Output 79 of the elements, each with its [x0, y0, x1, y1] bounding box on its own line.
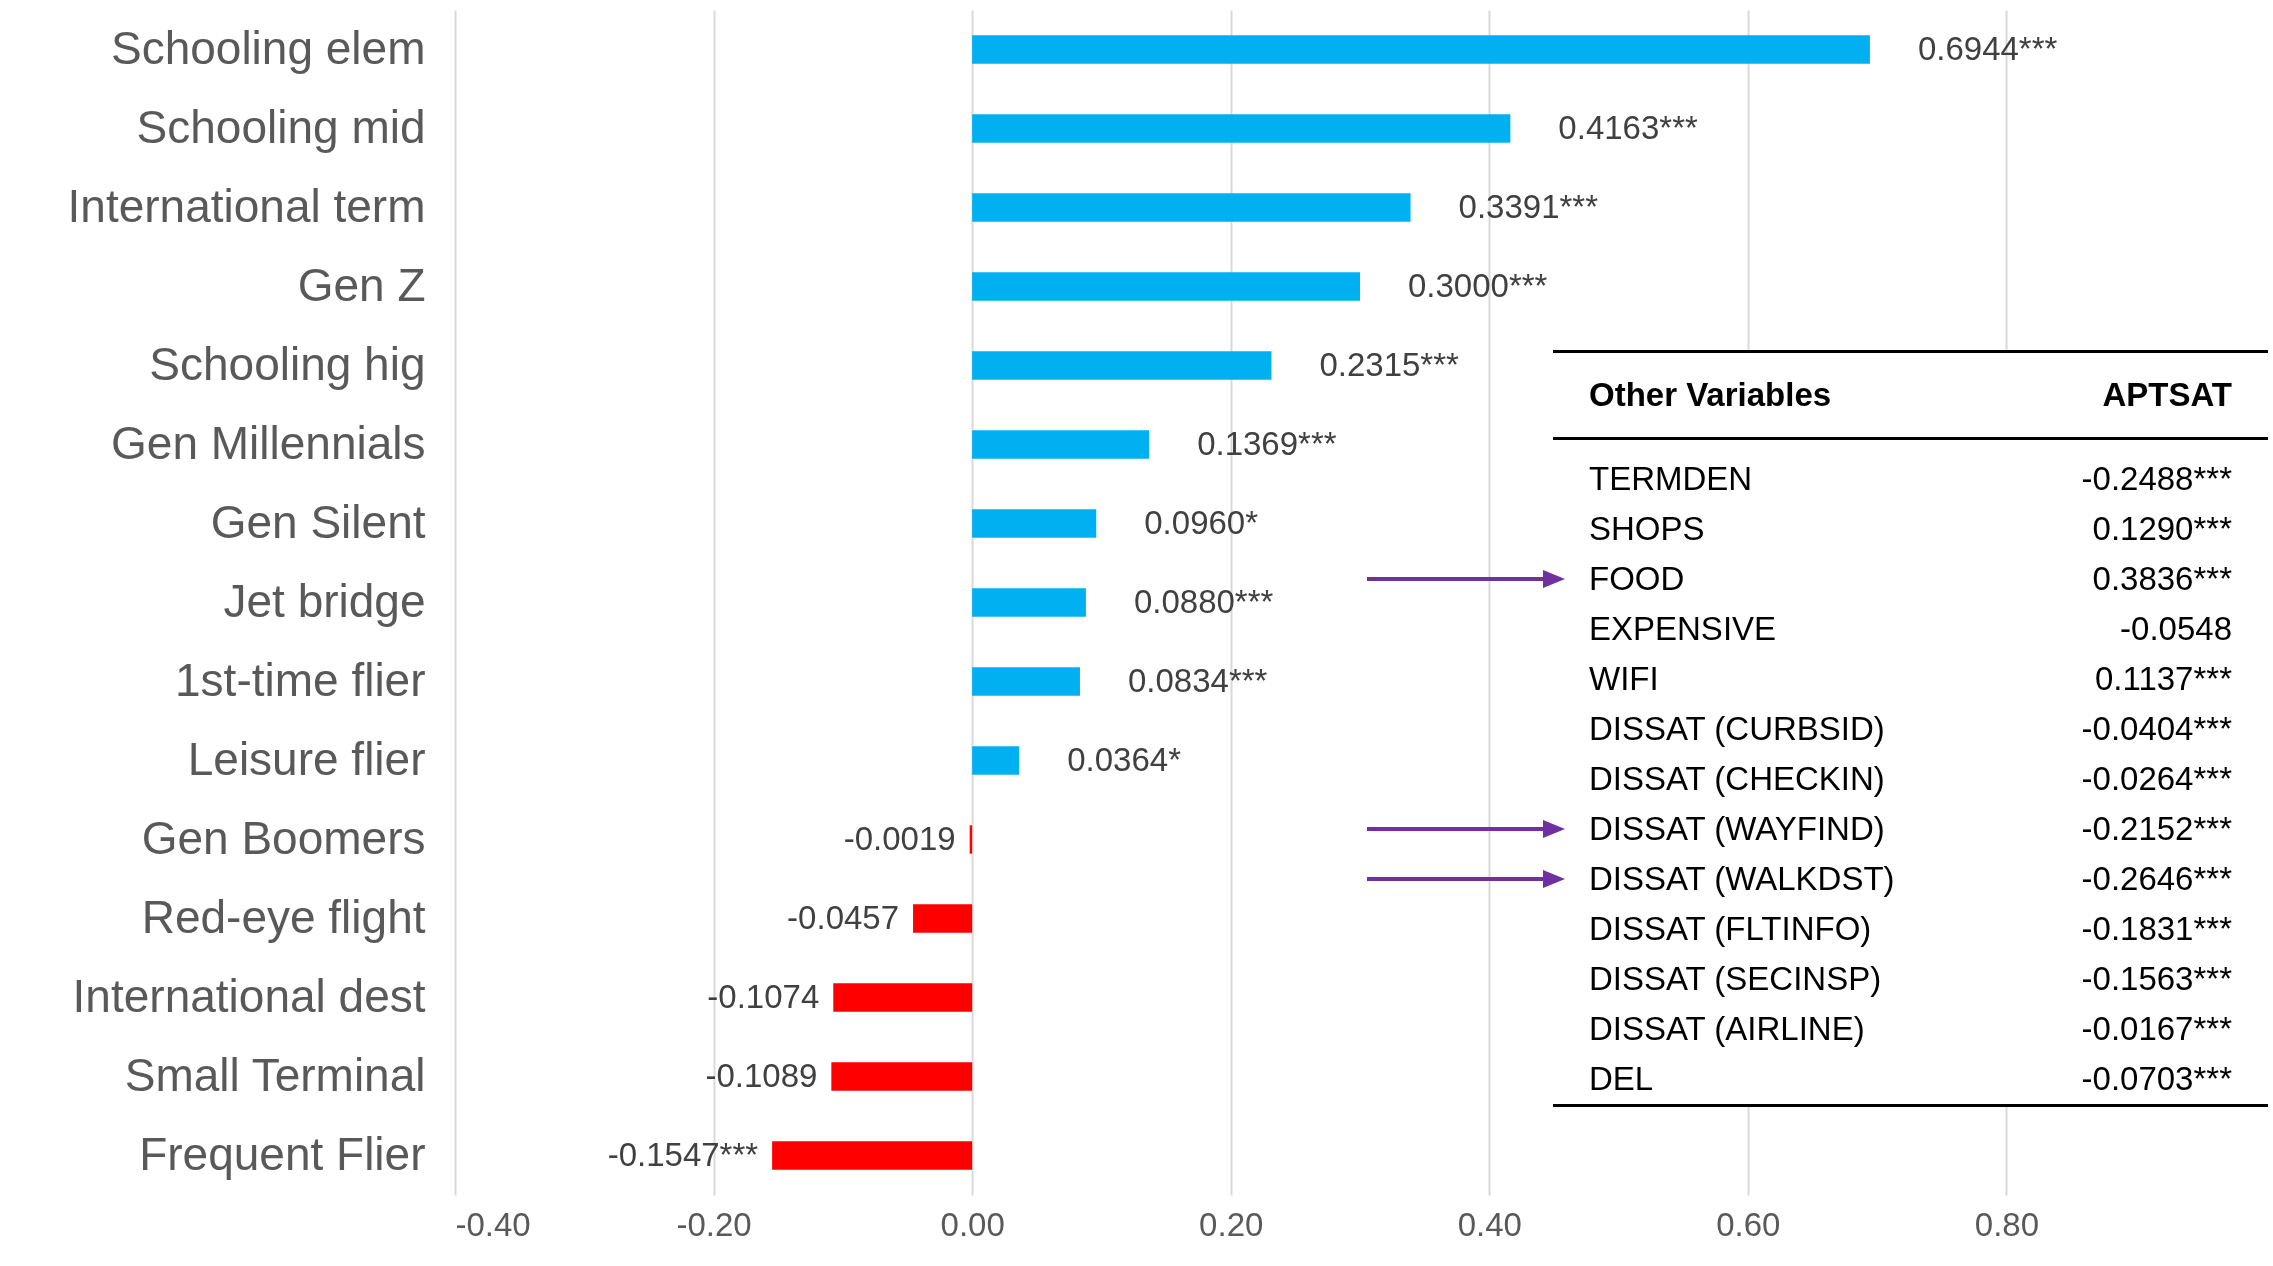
- bar: [972, 588, 1086, 617]
- data-label: -0.1547***: [607, 1135, 759, 1173]
- annotation: WIFI: [1589, 659, 1659, 699]
- annotation: TERMDEN: [1589, 459, 1753, 499]
- annotation: -0.0264***: [2081, 759, 2232, 799]
- data-label: 0.0960*: [1144, 503, 1259, 541]
- annotation: -0.2488***: [2081, 459, 2232, 499]
- annotation: Other Variables: [1589, 375, 1832, 415]
- annotation: DISSAT (WAYFIND): [1589, 809, 1885, 849]
- annotation: DISSAT (CURBSID): [1589, 709, 1885, 749]
- y-tick-label: Gen Z: [297, 258, 426, 311]
- y-tick-label: Frequent Flier: [139, 1127, 426, 1180]
- y-tick-label: Schooling mid: [136, 100, 426, 153]
- x-tick-label: 0.80: [1974, 1205, 2040, 1243]
- x-tick-label: 0.40: [1457, 1205, 1522, 1243]
- y-tick-label: Jet bridge: [223, 574, 426, 627]
- bar: [833, 983, 973, 1012]
- annotation: -0.0703***: [2081, 1059, 2232, 1099]
- bar: [972, 193, 1411, 222]
- y-tick-label: Gen Boomers: [141, 811, 426, 864]
- annotation: -0.2646***: [2081, 859, 2232, 899]
- y-tick-label: Schooling elem: [110, 21, 426, 74]
- y-tick-label: Red-eye flight: [141, 890, 426, 943]
- annotation: 0.3836***: [2092, 559, 2232, 599]
- annotation: SHOPS: [1589, 509, 1705, 549]
- annotation: -0.2152***: [2081, 809, 2232, 849]
- annotation: -0.0167***: [2081, 1009, 2232, 1049]
- bar: [913, 904, 973, 933]
- x-tick-label: 0.00: [940, 1205, 1005, 1243]
- data-label: 0.4163***: [1558, 108, 1698, 146]
- y-tick-label: Schooling hig: [149, 337, 426, 390]
- y-tick-label: 1st-time flier: [175, 653, 426, 706]
- bar: [972, 272, 1360, 301]
- data-label: -0.1089: [705, 1056, 818, 1094]
- y-tick-label: Small Terminal: [124, 1048, 426, 1101]
- bar: [972, 35, 1870, 64]
- data-label: 0.1369***: [1197, 424, 1337, 462]
- annotation: -0.1563***: [2081, 959, 2232, 999]
- x-tick-label: 0.60: [1716, 1205, 1781, 1243]
- data-label: 0.3391***: [1458, 187, 1599, 225]
- bar: [772, 1141, 973, 1170]
- y-tick-label: Gen Millennials: [111, 416, 426, 469]
- y-tick-label: Gen Silent: [210, 495, 426, 548]
- annotation: DISSAT (AIRLINE): [1589, 1009, 1865, 1049]
- annotation: DISSAT (WALKDST): [1589, 859, 1895, 899]
- data-label: -0.1074: [707, 977, 820, 1015]
- data-label: 0.6944***: [1917, 29, 2058, 67]
- annotation: DISSAT (SECINSP): [1589, 959, 1882, 999]
- data-label: 0.0834***: [1127, 661, 1268, 699]
- x-tick-label: -0.20: [676, 1205, 752, 1243]
- y-tick-label: International dest: [72, 969, 426, 1022]
- data-label: 0.0880***: [1133, 582, 1274, 620]
- bar: [972, 114, 1511, 143]
- x-tick-label: 0.20: [1199, 1205, 1264, 1243]
- annotation: EXPENSIVE: [1589, 609, 1777, 649]
- x-tick-label: -0.40: [455, 1205, 531, 1243]
- data-label: 0.0364*: [1067, 740, 1182, 778]
- y-tick-label: Leisure flier: [187, 732, 426, 785]
- bar: [972, 746, 1020, 775]
- bar: [972, 667, 1080, 696]
- annotation: DISSAT (CHECKIN): [1589, 759, 1885, 799]
- bar: [972, 509, 1097, 538]
- data-label: -0.0019: [843, 819, 956, 857]
- y-tick-label: International term: [67, 179, 426, 232]
- data-label: -0.0457: [787, 898, 900, 936]
- annotation: DEL: [1589, 1059, 1654, 1099]
- annotation: 0.1290***: [2092, 509, 2232, 549]
- annotation: FOOD: [1589, 559, 1685, 599]
- data-label: 0.3000***: [1408, 266, 1548, 304]
- annotation: -0.1831***: [2081, 909, 2232, 949]
- bar: [831, 1062, 973, 1091]
- annotation: DISSAT (FLTINFO): [1589, 909, 1872, 949]
- data-label: 0.2315***: [1319, 345, 1460, 383]
- bar: [972, 430, 1150, 459]
- annotation: -0.0548: [2120, 609, 2232, 649]
- annotation: APTSAT: [2102, 375, 2232, 415]
- annotation: -0.0404***: [2081, 709, 2232, 749]
- annotation: 0.1137***: [2094, 659, 2232, 699]
- bar: [972, 351, 1272, 380]
